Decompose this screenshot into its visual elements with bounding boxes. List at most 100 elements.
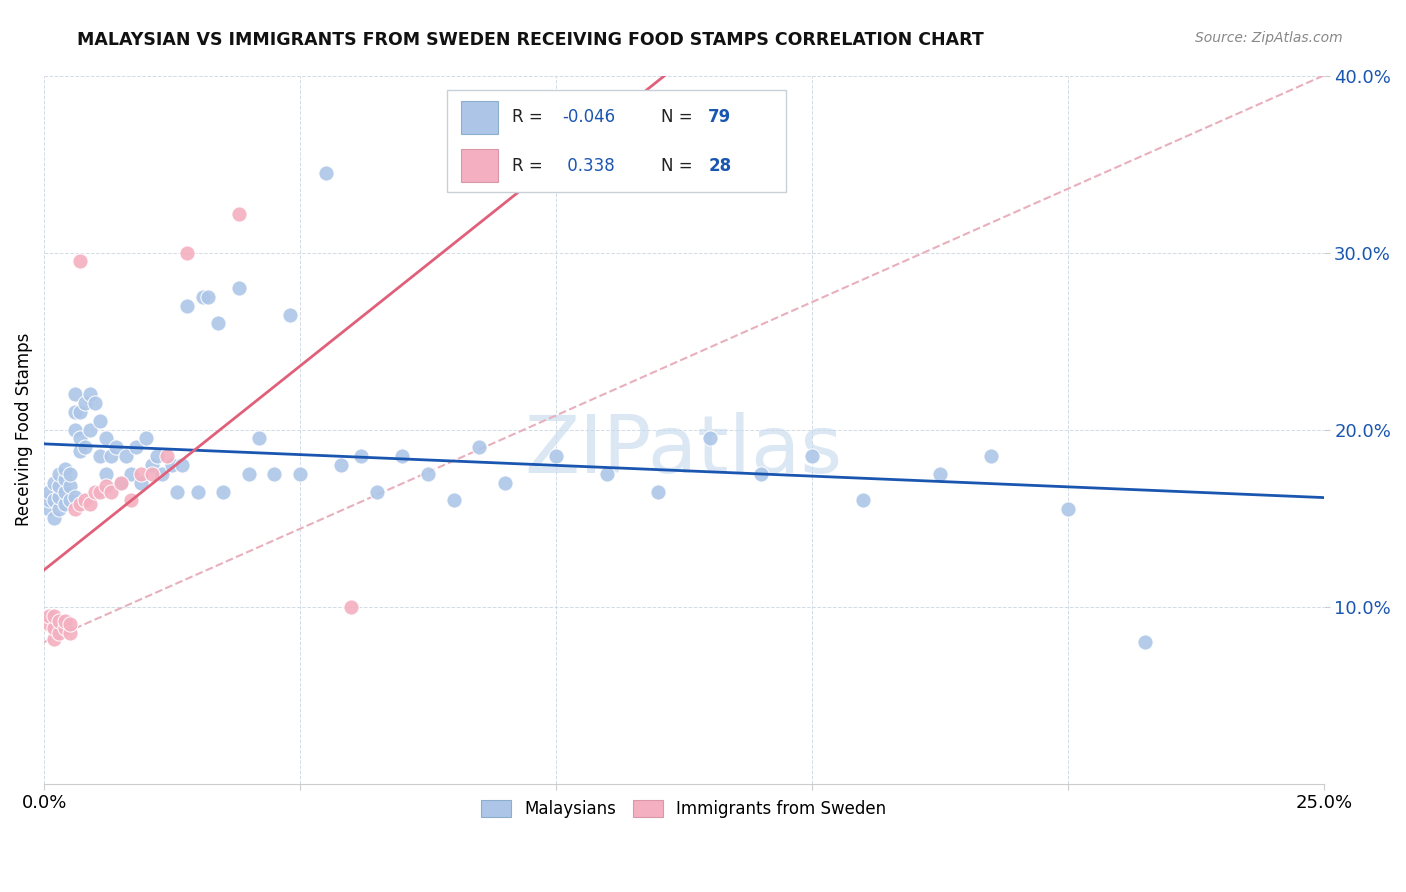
Point [48,490,70,504]
Legend: Malaysians, Immigrants from Sweden: Malaysians, Immigrants from Sweden [475,794,893,825]
Point [48,479,70,493]
Point [44,511,66,525]
Point [48,614,70,628]
Point [340,599,363,614]
Point [38,617,60,632]
Point [63,502,86,516]
Point [84,484,107,499]
Point [69,497,91,511]
Point [141,458,163,472]
Point [44,632,66,646]
Y-axis label: Receiving Food Stamps: Receiving Food Stamps [15,333,32,526]
Point [63,405,86,419]
Point [800,449,823,463]
Point [176,299,198,313]
Point [1133,635,1156,649]
Point [53,484,76,499]
Point [89,449,111,463]
Point [53,614,76,628]
Point [160,458,183,472]
Point [48,502,70,516]
Point [391,449,413,463]
Point [468,440,491,454]
Point [228,281,250,295]
Point [315,166,337,180]
Point [172,458,194,472]
Point [69,443,91,458]
Point [79,423,101,437]
Point [38,608,60,623]
Point [125,440,148,454]
Point [544,449,567,463]
Point [38,493,60,508]
Point [263,467,285,481]
Point [63,423,86,437]
Point [443,493,465,508]
Point [131,475,153,490]
Point [59,467,82,481]
Point [79,387,101,401]
Point [110,475,132,490]
Point [38,484,60,499]
Point [852,493,875,508]
Text: ZIPatlas: ZIPatlas [524,412,844,490]
Point [176,245,198,260]
Point [166,484,188,499]
Point [73,396,96,410]
Point [100,484,122,499]
Point [69,432,91,446]
Point [44,621,66,635]
Point [928,467,950,481]
Point [104,440,127,454]
Point [38,502,60,516]
Point [69,254,91,268]
Point [596,467,619,481]
Point [89,414,111,428]
Point [48,467,70,481]
Point [115,449,138,463]
Point [59,626,82,640]
Point [647,484,669,499]
Point [145,449,167,463]
Point [288,467,311,481]
Point [63,387,86,401]
Point [120,467,142,481]
Point [699,432,721,446]
Point [330,458,353,472]
Point [69,405,91,419]
Point [59,617,82,632]
Text: Source: ZipAtlas.com: Source: ZipAtlas.com [1195,31,1343,45]
Point [238,467,260,481]
Point [141,467,163,481]
Point [84,396,107,410]
Point [228,206,250,220]
Point [187,484,209,499]
Point [191,290,214,304]
Point [73,440,96,454]
Point [79,497,101,511]
Point [131,467,153,481]
Point [120,493,142,508]
Point [44,475,66,490]
Point [59,493,82,508]
Point [89,484,111,499]
Point [366,484,388,499]
Point [44,493,66,508]
Point [94,467,117,481]
Point [73,493,96,508]
Point [53,461,76,475]
Point [53,472,76,486]
Point [53,621,76,635]
Point [278,308,301,322]
Point [980,449,1002,463]
Text: MALAYSIAN VS IMMIGRANTS FROM SWEDEN RECEIVING FOOD STAMPS CORRELATION CHART: MALAYSIAN VS IMMIGRANTS FROM SWEDEN RECE… [77,31,984,49]
Point [48,626,70,640]
Point [150,467,173,481]
Point [749,467,772,481]
Point [94,479,117,493]
Point [53,497,76,511]
Point [212,484,235,499]
Point [110,475,132,490]
Point [63,490,86,504]
Point [207,317,229,331]
